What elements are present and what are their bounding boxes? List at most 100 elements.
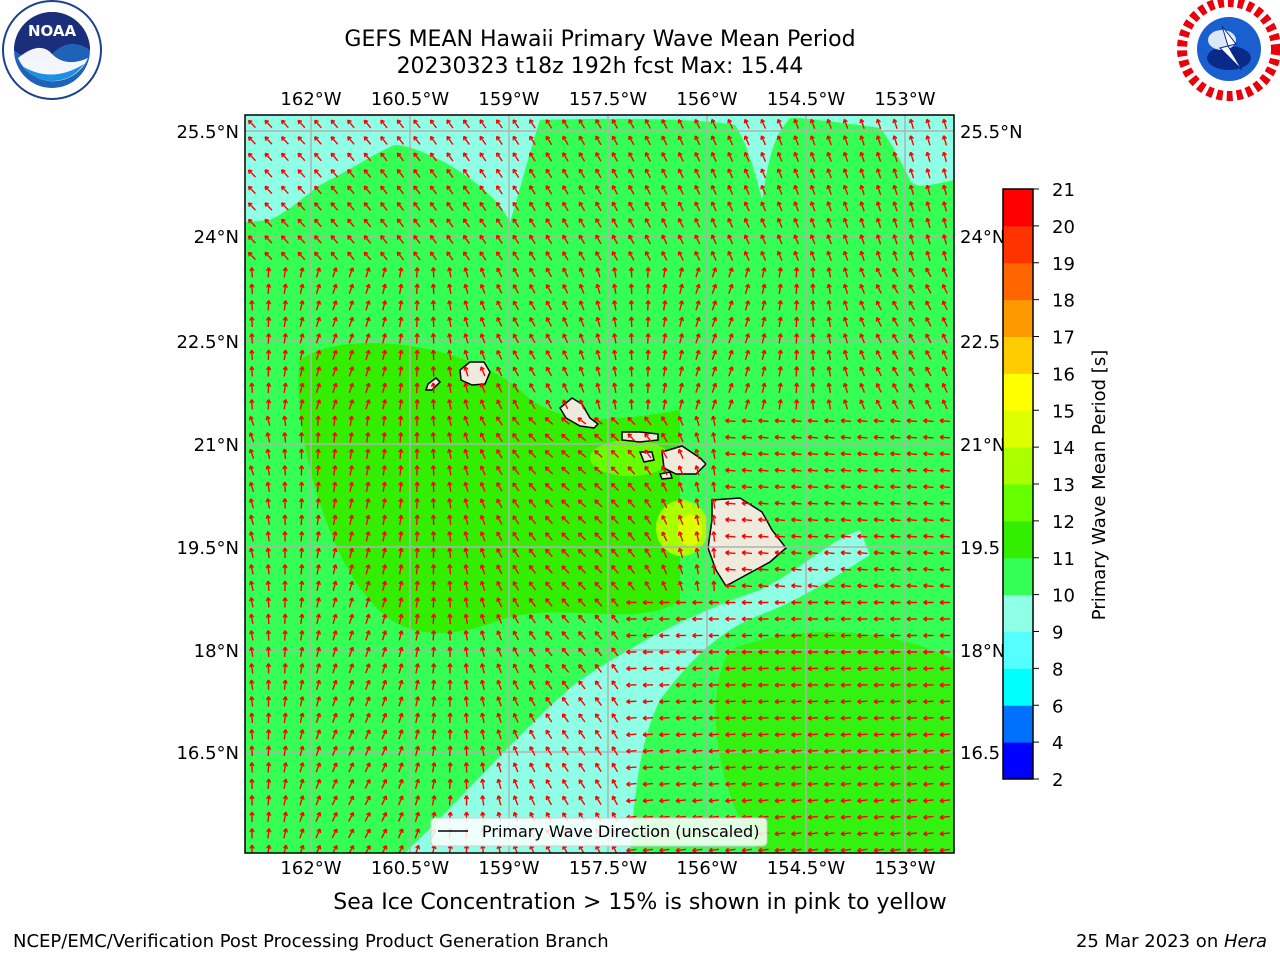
wave-arrow xyxy=(265,498,271,509)
wave-arrow xyxy=(282,580,288,592)
wave-arrow xyxy=(758,765,769,771)
wave-arrow xyxy=(280,152,289,162)
wave-arrow xyxy=(462,168,470,178)
wave-arrow xyxy=(777,316,783,328)
wave-arrow xyxy=(265,729,272,740)
wave-arrow xyxy=(528,564,537,574)
wave-arrow xyxy=(545,218,553,228)
wave-arrow xyxy=(675,847,687,853)
wave-arrow xyxy=(741,632,753,639)
wave-arrow xyxy=(299,283,305,295)
wave-arrow xyxy=(873,583,885,589)
wave-arrow xyxy=(741,731,753,738)
wave-arrow xyxy=(463,333,469,344)
wave-arrow xyxy=(545,383,553,393)
wave-arrow xyxy=(941,184,948,195)
wave-arrow xyxy=(398,712,404,723)
wave-arrow xyxy=(480,778,486,790)
wave-arrow xyxy=(282,382,288,394)
wave-arrow xyxy=(659,731,670,738)
wave-arrow xyxy=(725,698,736,705)
lat-tick-label: 22.5 xyxy=(960,332,1000,353)
wave-arrow xyxy=(941,201,948,212)
wave-arrow xyxy=(675,599,687,606)
wave-arrow xyxy=(824,665,835,672)
wave-arrow xyxy=(364,778,371,789)
wave-arrow xyxy=(859,168,865,179)
wave-arrow xyxy=(282,547,288,559)
wave-arrow xyxy=(725,467,736,473)
wave-arrow xyxy=(840,616,852,622)
wave-arrow xyxy=(875,135,882,146)
wave-arrow xyxy=(810,283,816,295)
wave-arrow xyxy=(611,597,619,607)
map-legend: Primary Wave Direction (unscaled) xyxy=(430,817,768,847)
wave-arrow xyxy=(725,649,736,655)
wave-arrow xyxy=(381,745,388,756)
wave-arrow xyxy=(380,185,388,195)
wave-arrow xyxy=(431,696,437,707)
wave-arrow xyxy=(594,630,603,640)
wave-arrow xyxy=(626,798,637,804)
wave-arrow xyxy=(840,500,852,506)
wave-arrow xyxy=(807,847,819,853)
wave-arrow xyxy=(447,696,453,707)
wave-arrow xyxy=(824,682,835,688)
wave-arrow xyxy=(626,665,637,672)
wave-arrow xyxy=(545,630,553,640)
wave-arrow xyxy=(857,831,868,837)
wave-arrow xyxy=(908,399,916,410)
wave-arrow xyxy=(725,434,736,440)
wave-arrow xyxy=(807,533,819,539)
wave-arrow xyxy=(415,844,421,853)
wave-arrow xyxy=(628,152,635,162)
wave-arrow xyxy=(332,465,338,476)
wave-arrow xyxy=(810,300,816,311)
wave-arrow xyxy=(381,267,388,278)
wave-arrow xyxy=(562,234,569,245)
colorbar-cell xyxy=(1003,225,1033,264)
wave-arrow xyxy=(875,201,882,212)
wave-arrow xyxy=(824,500,835,506)
wave-arrow xyxy=(840,533,852,539)
wave-arrow xyxy=(446,135,454,145)
wave-arrow xyxy=(859,250,865,261)
wave-arrow xyxy=(677,234,684,245)
colorbar-cell xyxy=(1003,299,1033,337)
wave-arrow xyxy=(298,448,305,460)
wave-arrow xyxy=(348,498,355,509)
wave-arrow xyxy=(463,663,469,674)
wave-arrow xyxy=(529,350,536,360)
wave-arrow xyxy=(695,300,701,311)
wave-arrow xyxy=(842,399,849,410)
wave-arrow xyxy=(463,762,470,773)
wave-arrow xyxy=(413,152,421,162)
wave-arrow xyxy=(512,712,519,723)
wave-arrow xyxy=(644,432,652,442)
wave-arrow xyxy=(265,415,271,427)
wave-arrow xyxy=(331,828,338,839)
wave-arrow xyxy=(661,547,668,558)
wave-arrow xyxy=(431,745,437,757)
wave-arrow xyxy=(694,498,700,509)
wave-arrow xyxy=(628,234,635,245)
wave-arrow xyxy=(248,465,255,476)
wave-arrow xyxy=(626,599,637,606)
wave-arrow xyxy=(925,284,932,294)
lon-tick-label: 162°W xyxy=(280,89,341,110)
wave-arrow xyxy=(280,169,289,178)
wave-arrow xyxy=(728,283,734,294)
wave-arrow xyxy=(661,201,668,212)
wave-arrow xyxy=(728,382,734,393)
wave-arrow xyxy=(776,217,783,228)
wave-arrow xyxy=(299,366,305,377)
wave-arrow xyxy=(545,597,553,607)
wave-arrow xyxy=(642,765,654,771)
wave-arrow xyxy=(413,185,421,195)
wave-arrow xyxy=(840,451,852,457)
wave-arrow xyxy=(711,399,718,410)
island-kahoolawe xyxy=(658,471,674,480)
wave-arrow xyxy=(545,729,553,740)
wave-arrow xyxy=(364,828,371,839)
wave-arrow xyxy=(758,566,769,572)
